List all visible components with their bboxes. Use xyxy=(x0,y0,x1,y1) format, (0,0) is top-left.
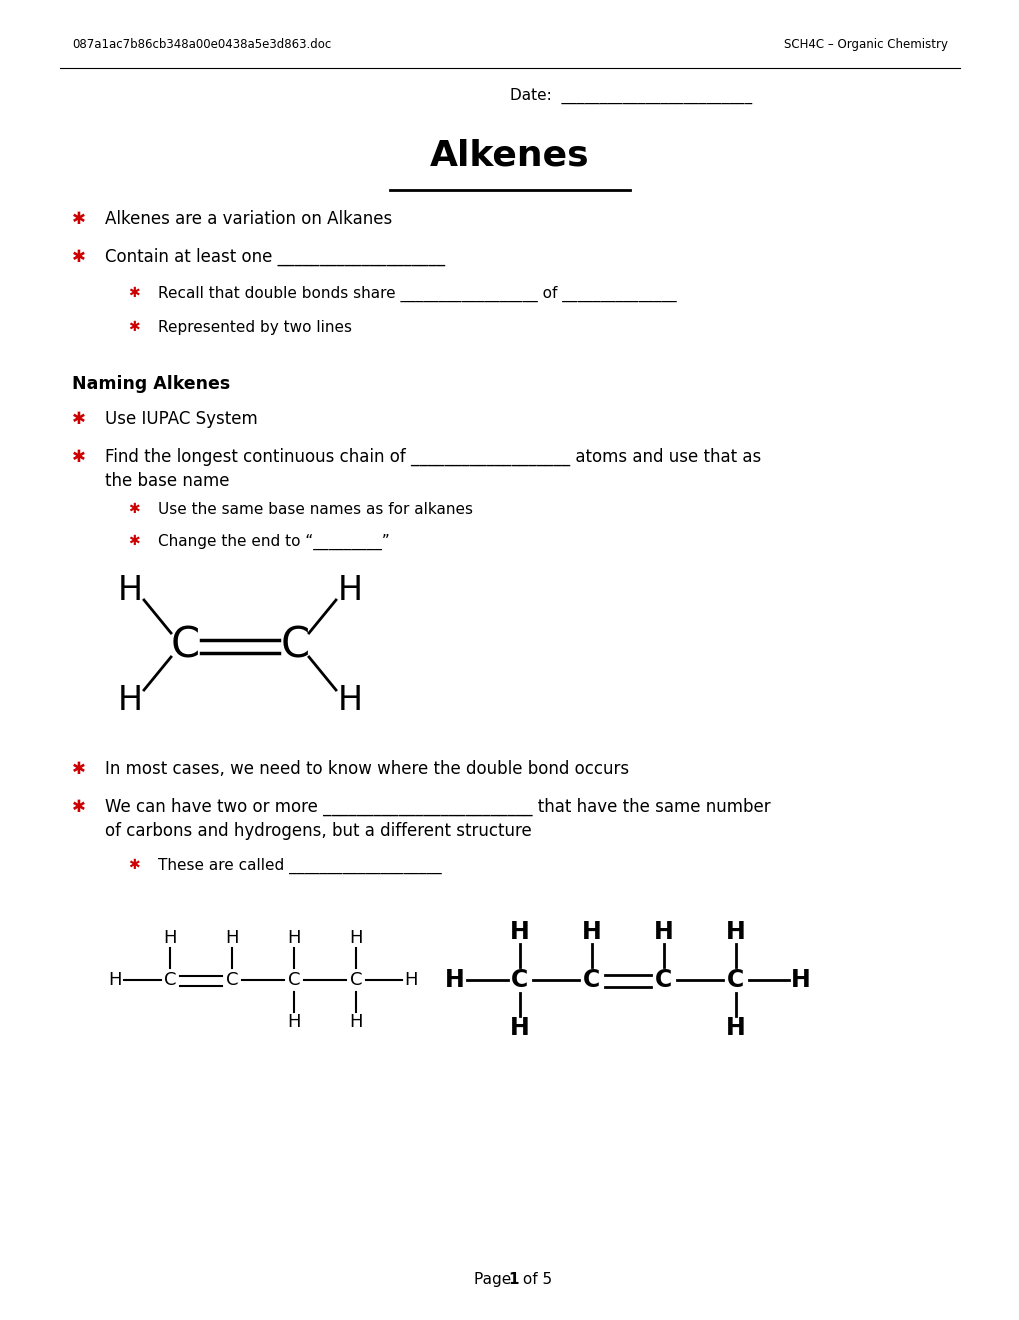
Text: ✱: ✱ xyxy=(72,411,86,428)
Text: Use the same base names as for alkanes: Use the same base names as for alkanes xyxy=(158,502,473,517)
Text: ✱: ✱ xyxy=(127,535,140,548)
Text: C: C xyxy=(287,972,300,989)
Text: These are called ____________________: These are called ____________________ xyxy=(158,858,441,874)
Text: of carbons and hydrogens, but a different structure: of carbons and hydrogens, but a differen… xyxy=(105,822,531,840)
Text: C: C xyxy=(583,968,600,993)
Text: H: H xyxy=(287,929,301,946)
Text: Find the longest continuous chain of ___________________ atoms and use that as: Find the longest continuous chain of ___… xyxy=(105,447,760,466)
Text: ✱: ✱ xyxy=(72,799,86,816)
Text: H: H xyxy=(348,929,363,946)
Text: Naming Alkenes: Naming Alkenes xyxy=(72,375,230,393)
Text: C: C xyxy=(280,624,309,667)
Text: H: H xyxy=(348,1012,363,1031)
Text: H: H xyxy=(726,1016,745,1040)
Text: H: H xyxy=(117,573,143,606)
Text: H: H xyxy=(404,972,418,989)
Text: C: C xyxy=(170,624,200,667)
Text: H: H xyxy=(726,920,745,944)
Text: H: H xyxy=(163,929,176,946)
Text: H: H xyxy=(791,968,810,993)
Text: SCH4C – Organic Chemistry: SCH4C – Organic Chemistry xyxy=(784,38,947,51)
Text: ✱: ✱ xyxy=(72,248,86,267)
Text: C: C xyxy=(727,968,744,993)
Text: Alkenes: Alkenes xyxy=(430,139,589,172)
Text: We can have two or more _________________________ that have the same number: We can have two or more ________________… xyxy=(105,799,770,816)
Text: C: C xyxy=(225,972,238,989)
Text: ✱: ✱ xyxy=(127,319,140,334)
Text: C: C xyxy=(511,968,528,993)
Text: H: H xyxy=(225,929,238,946)
Text: Change the end to “_________”: Change the end to “_________” xyxy=(158,535,389,550)
Text: H: H xyxy=(444,968,465,993)
Text: H: H xyxy=(337,573,362,606)
Text: ✱: ✱ xyxy=(127,502,140,516)
Text: ✱: ✱ xyxy=(72,760,86,777)
Text: C: C xyxy=(655,968,672,993)
Text: of 5: of 5 xyxy=(518,1272,551,1287)
Text: Date:  _________________________: Date: _________________________ xyxy=(510,88,751,104)
Text: H: H xyxy=(510,1016,529,1040)
Text: ✱: ✱ xyxy=(127,858,140,873)
Text: the base name: the base name xyxy=(105,473,229,490)
Text: H: H xyxy=(337,684,362,717)
Text: H: H xyxy=(582,920,601,944)
Text: H: H xyxy=(108,972,121,989)
Text: C: C xyxy=(350,972,362,989)
Text: Alkenes are a variation on Alkanes: Alkenes are a variation on Alkanes xyxy=(105,210,392,228)
Text: C: C xyxy=(164,972,176,989)
Text: Contain at least one ____________________: Contain at least one ___________________… xyxy=(105,248,444,267)
Text: ✱: ✱ xyxy=(72,210,86,228)
Text: H: H xyxy=(510,920,529,944)
Text: H: H xyxy=(117,684,143,717)
Text: H: H xyxy=(287,1012,301,1031)
Text: In most cases, we need to know where the double bond occurs: In most cases, we need to know where the… xyxy=(105,760,629,777)
Text: H: H xyxy=(653,920,674,944)
Text: 087a1ac7b86cb348a00e0438a5e3d863.doc: 087a1ac7b86cb348a00e0438a5e3d863.doc xyxy=(72,38,331,51)
Text: ✱: ✱ xyxy=(127,286,140,300)
Text: ✱: ✱ xyxy=(72,447,86,466)
Text: 1: 1 xyxy=(507,1272,518,1287)
Text: Page: Page xyxy=(474,1272,516,1287)
Text: Use IUPAC System: Use IUPAC System xyxy=(105,411,258,428)
Text: Represented by two lines: Represented by two lines xyxy=(158,319,352,335)
Text: Recall that double bonds share __________________ of _______________: Recall that double bonds share _________… xyxy=(158,286,676,302)
